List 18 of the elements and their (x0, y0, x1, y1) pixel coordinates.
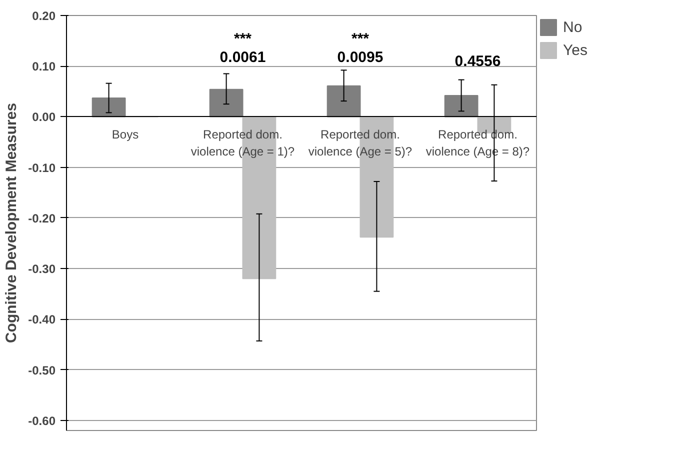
y-tick-label: 0.00 (32, 110, 56, 124)
y-tick-label: -0.50 (28, 363, 56, 378)
x-tick-label: Reported dom. violence (Age = 5)? (308, 128, 412, 159)
annotation: 0.4556 (454, 53, 501, 70)
annotation: *** 0.0061 (220, 30, 266, 66)
y-axis-title: Cognitive Development Measures (3, 102, 20, 344)
legend-label: Yes (563, 42, 588, 58)
y-tick-label: -0.60 (28, 414, 56, 428)
y-tick-label: 0.10 (32, 60, 56, 74)
y-tick-label: 0.20 (32, 9, 56, 23)
y-tick-label: -0.10 (28, 160, 56, 175)
legend-label: No (563, 18, 583, 36)
x-tick-label: Boys (112, 128, 139, 142)
annotation: *** 0.0095 (337, 30, 384, 66)
x-tick-label: Reported dom. violence (Age = 1)? (190, 128, 295, 159)
y-tick-label: -0.30 (28, 262, 56, 276)
y-tick-label: -0.40 (28, 312, 56, 327)
y-tick-label: -0.20 (28, 211, 56, 226)
